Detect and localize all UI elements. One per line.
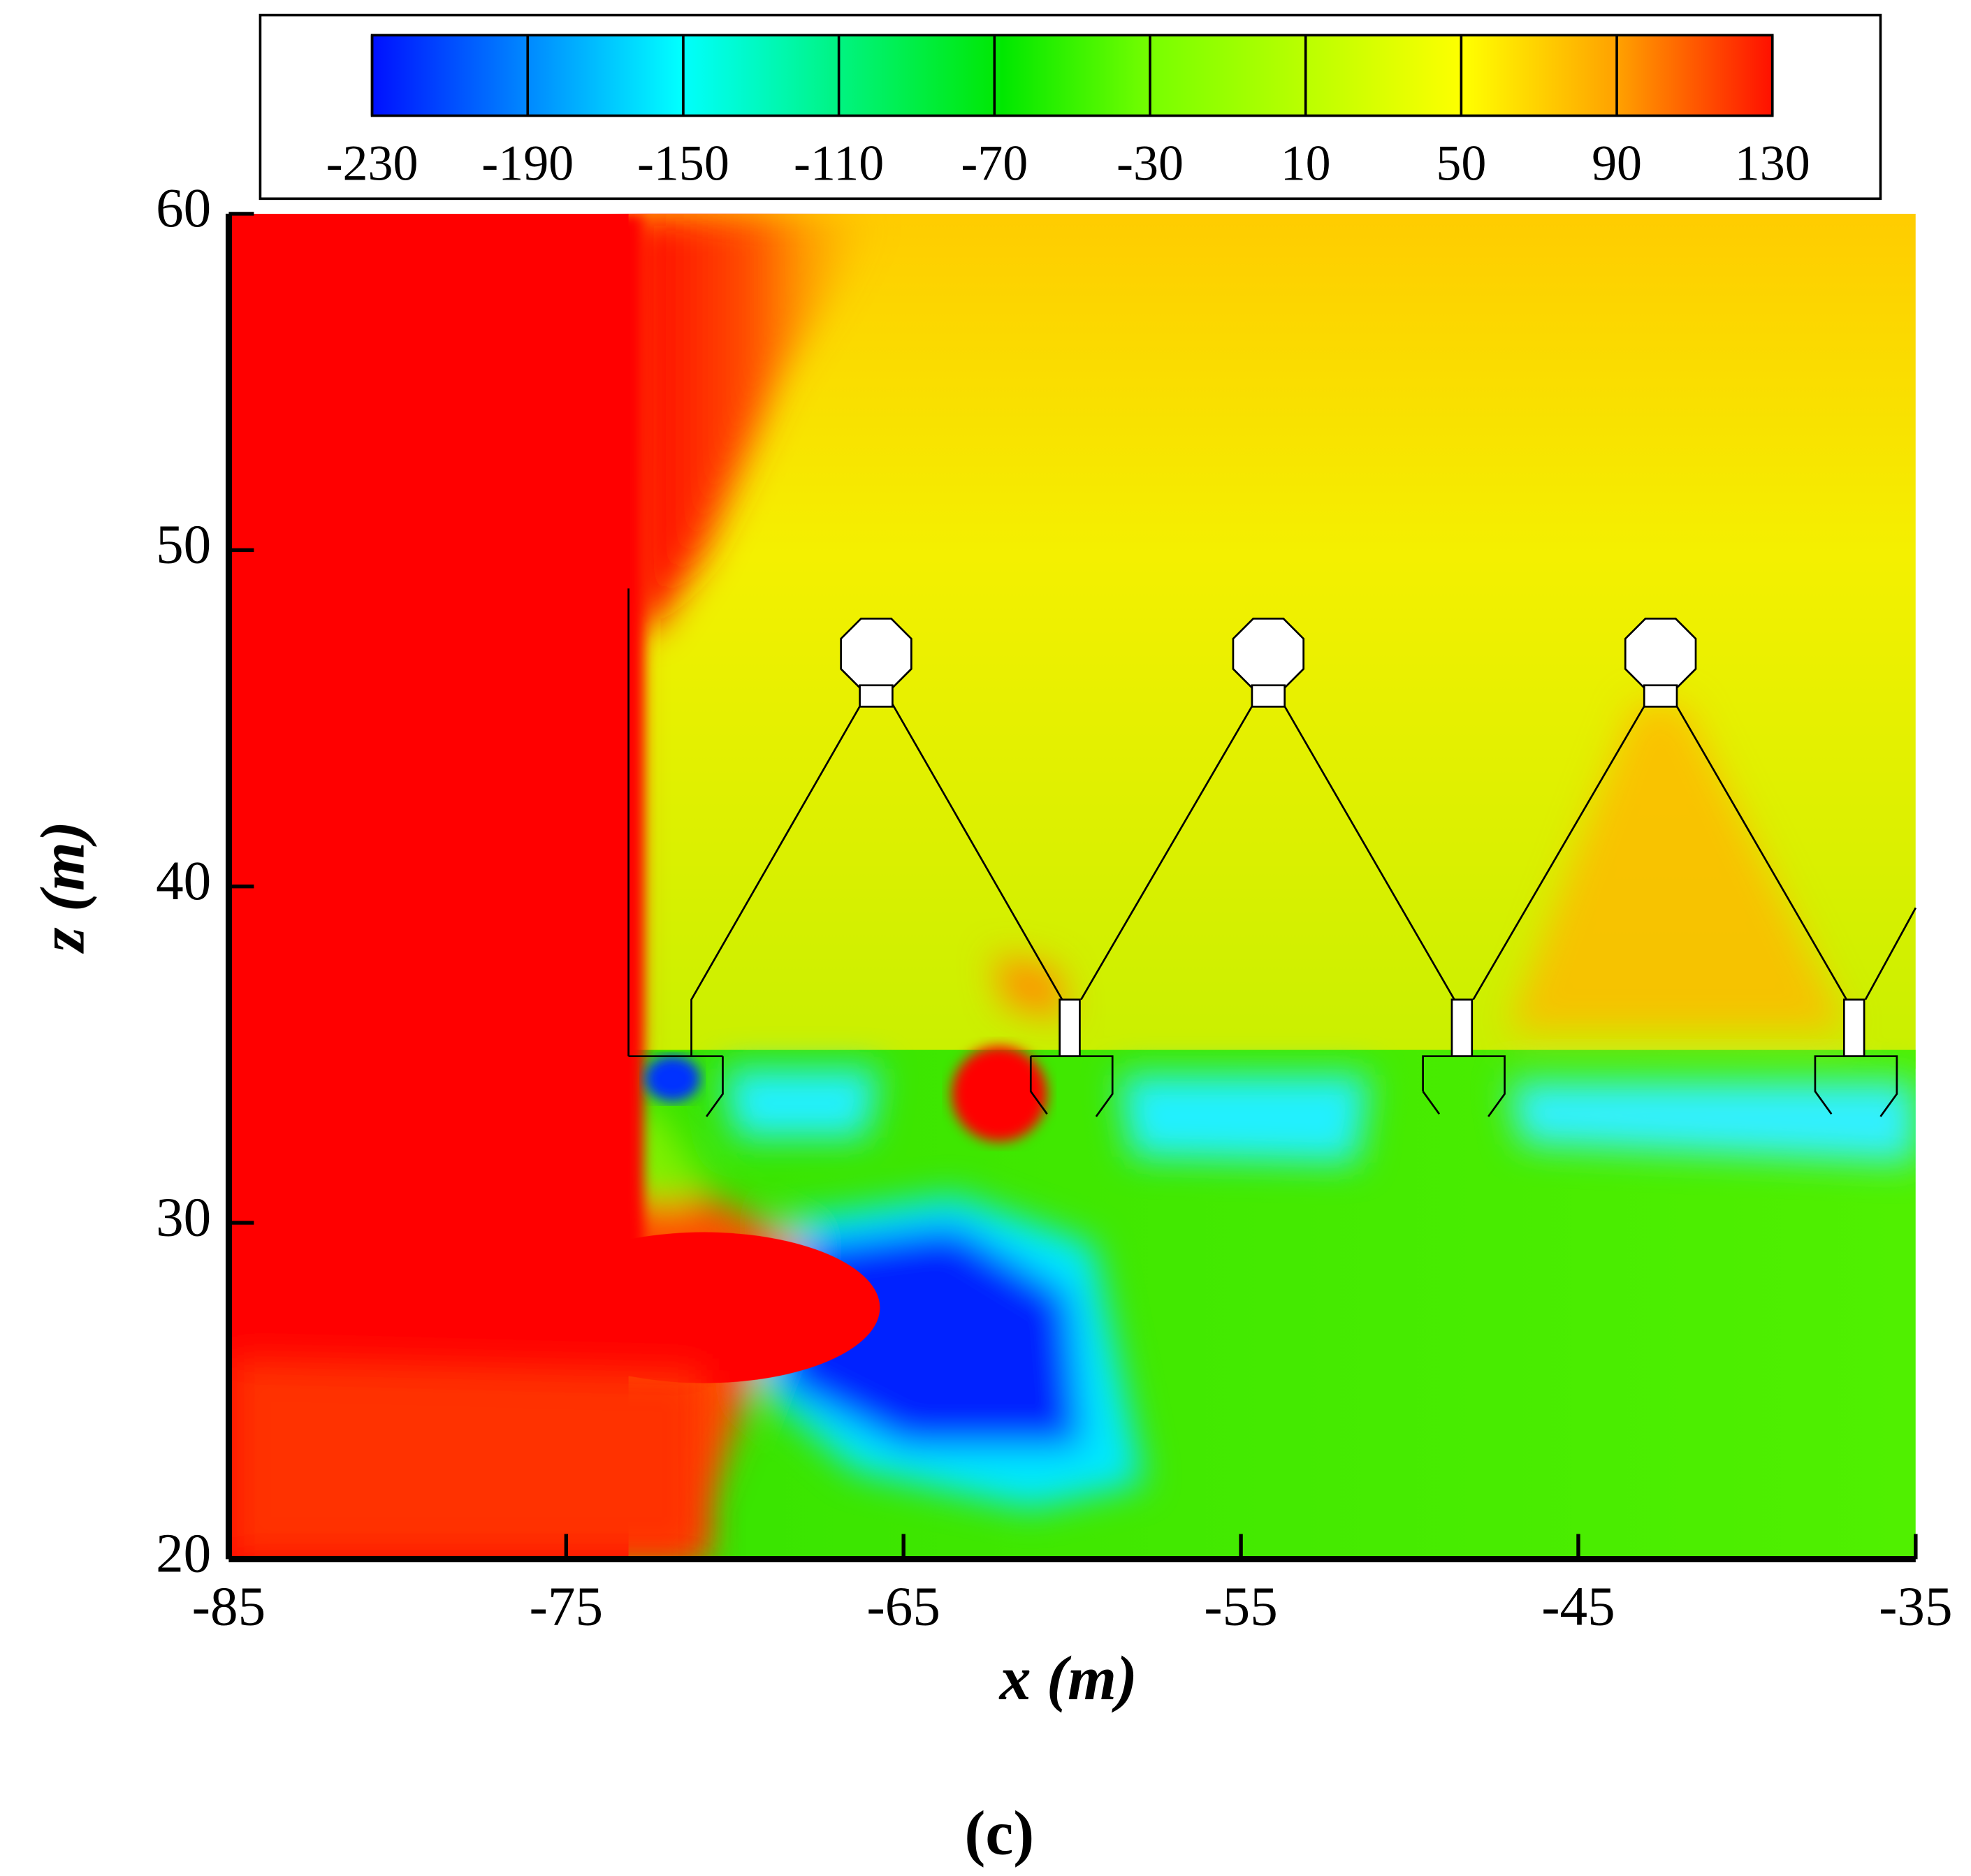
float-neck (1643, 684, 1678, 708)
y-tick-label: 40 (156, 850, 211, 912)
stem (1059, 998, 1081, 1058)
colorbar-ticks: -230 -190 -150 -110 -70 -30 10 50 90 130 (326, 35, 1810, 191)
red-spot (951, 1046, 1047, 1142)
x-tick-label: -85 (192, 1576, 266, 1637)
colorbar-label: -190 (481, 136, 574, 191)
y-tick-label: 50 (156, 514, 211, 575)
foot (706, 1056, 724, 1117)
colorbar-label: -70 (961, 136, 1028, 191)
float (1232, 618, 1305, 690)
foot (1422, 1091, 1441, 1115)
x-tick-label: -65 (866, 1576, 940, 1637)
float (840, 618, 912, 690)
x-tick-label: -75 (530, 1576, 604, 1637)
colorbar-label: 10 (1281, 136, 1331, 191)
colorbar-label: -150 (637, 136, 729, 191)
float-neck (859, 684, 894, 708)
x-axis-label: x (m) (998, 1644, 1137, 1713)
x-tick-label: -35 (1879, 1576, 1953, 1637)
structures (627, 588, 1917, 1117)
x-tick-label: -45 (1541, 1576, 1615, 1637)
foot (1031, 1055, 1114, 1117)
leg (1282, 704, 1455, 1001)
foot (1814, 1055, 1898, 1117)
leg (1864, 907, 1917, 1001)
colorbar-label: -230 (326, 136, 419, 191)
colorbar-label: -110 (794, 136, 884, 191)
leg (1472, 704, 1647, 1001)
field (228, 213, 1916, 1559)
leg (690, 704, 862, 1056)
axis-ticks: -85 -75 -65 -55 -45 -35 20 30 40 50 60 (156, 177, 1952, 1637)
stem (1450, 998, 1474, 1058)
y-tick-label: 20 (156, 1523, 211, 1585)
blue-spot (644, 1056, 701, 1102)
leg (1080, 704, 1254, 1001)
colorbar (370, 34, 1774, 117)
colorbar-label: 50 (1436, 136, 1486, 191)
y-tick-label: 60 (156, 177, 211, 239)
stem (1842, 998, 1865, 1058)
float-neck (1251, 684, 1286, 708)
y-tick-label: 30 (156, 1186, 211, 1248)
x-tick-label: -55 (1204, 1576, 1278, 1637)
float (1624, 618, 1697, 690)
colorbar-label: 130 (1735, 136, 1810, 191)
leg (1675, 704, 1848, 1001)
colorbar-label: 90 (1592, 136, 1642, 191)
y-axis-label: z (m) (29, 821, 98, 954)
foot (1422, 1055, 1506, 1117)
caption: (c) (964, 1798, 1034, 1868)
leg (892, 704, 1063, 1001)
colorbar-label: -30 (1117, 136, 1184, 191)
red-lobe (528, 1232, 880, 1383)
foot (1029, 1056, 1048, 1115)
